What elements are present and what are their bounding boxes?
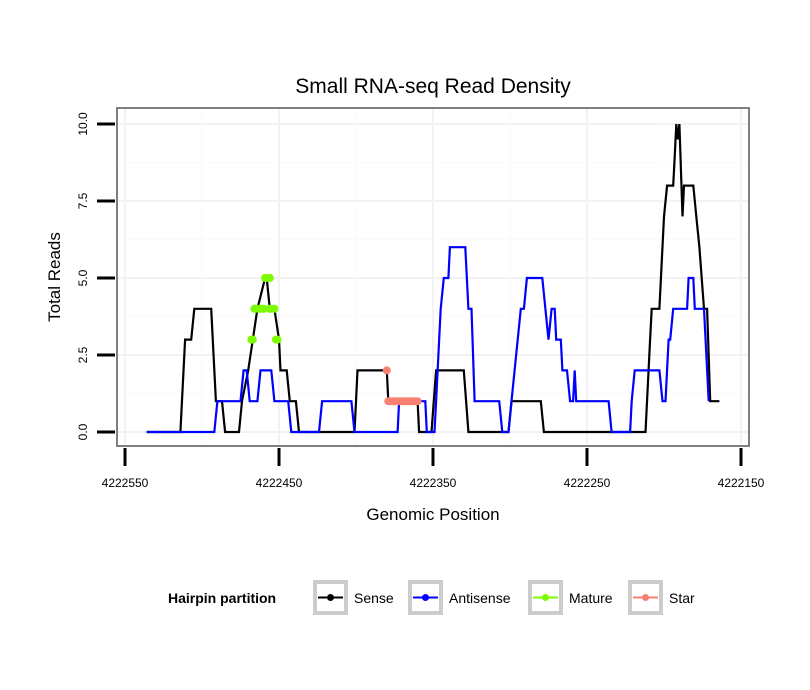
legend-item-antisense: Antisense [408, 580, 511, 615]
x-axis: 4222550 4222450 4222350 4222250 4222150 [102, 448, 765, 490]
series-line-antisense [146, 246, 710, 434]
legend-label: Antisense [449, 590, 511, 606]
series-line-sense [146, 123, 720, 434]
plot-panel [116, 107, 750, 447]
legend-key-point [642, 594, 649, 601]
series-star [382, 366, 422, 406]
legend-key-point [327, 594, 334, 601]
legend-key-point [422, 594, 429, 601]
legend-key-point [542, 594, 549, 601]
x-tick-label: 4222450 [256, 476, 303, 490]
y-tick-label: 5.0 [76, 269, 90, 286]
legend-item-mature: Mature [528, 580, 613, 615]
x-tick-label: 4222550 [102, 476, 149, 490]
y-tick-label: 10.0 [76, 112, 90, 136]
series-mature [247, 274, 282, 344]
series-layer [146, 123, 720, 434]
series-sense [146, 123, 720, 434]
x-tick-label: 4222250 [564, 476, 611, 490]
data-point-mature [248, 335, 257, 344]
data-point-mature [265, 274, 274, 282]
legend-label: Sense [354, 590, 394, 606]
legend-item-star: Star [628, 580, 695, 615]
legend-title: Hairpin partition [168, 590, 276, 606]
y-axis-title: Total Reads [45, 232, 64, 322]
data-point-mature [273, 335, 282, 344]
data-point-mature [259, 304, 268, 313]
data-point-mature [270, 304, 279, 313]
y-tick-label: 7.5 [76, 192, 90, 209]
plot-border [116, 107, 750, 447]
series-antisense [146, 246, 710, 434]
y-axis: 0.0 2.5 5.0 7.5 10.0 [76, 112, 115, 440]
chart-title: Small RNA-seq Read Density [295, 75, 571, 98]
y-tick-label: 0.0 [76, 423, 90, 440]
legend-label: Mature [569, 590, 613, 606]
data-point-star [382, 366, 391, 375]
legend: Hairpin partition Sense Antisense Mature St… [168, 580, 695, 615]
legend-item-sense: Sense [313, 580, 394, 615]
x-tick-label: 4222150 [718, 476, 765, 490]
x-axis-title: Genomic Position [366, 505, 499, 524]
data-point-star [413, 397, 422, 406]
x-tick-label: 4222350 [410, 476, 457, 490]
legend-label: Star [669, 590, 695, 606]
y-tick-label: 2.5 [76, 346, 90, 363]
